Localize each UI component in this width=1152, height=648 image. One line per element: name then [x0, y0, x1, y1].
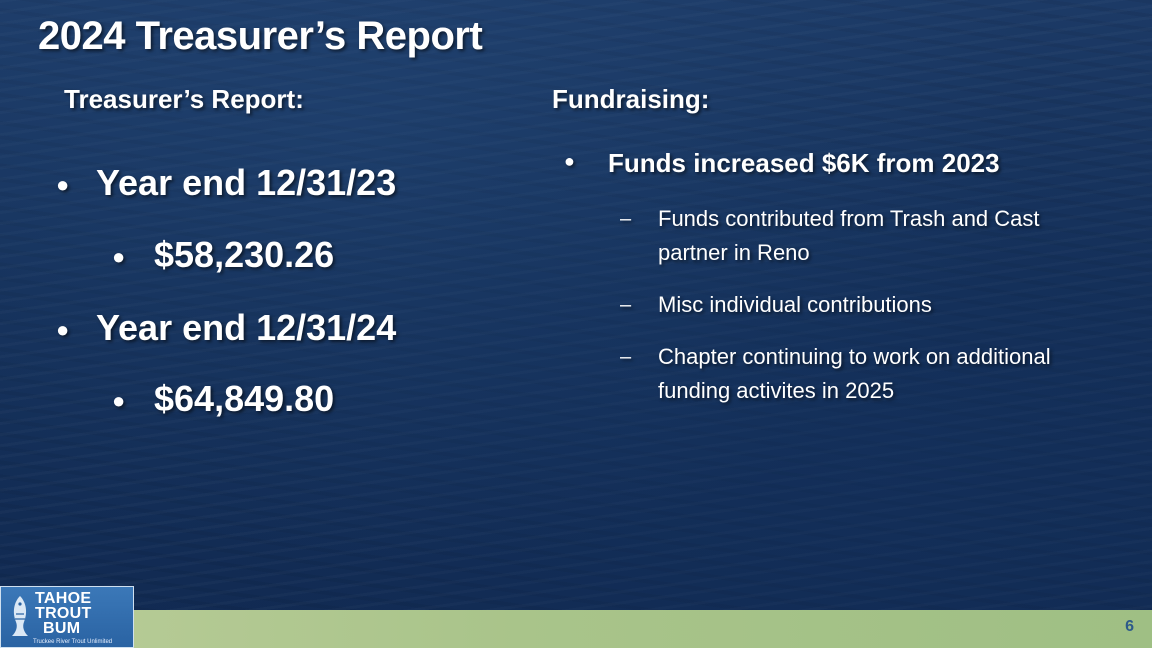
- fundraising-subitem: – Misc individual contributions: [620, 288, 1088, 322]
- trout-icon: [12, 596, 28, 636]
- logo-tagline: Truckee River Trout Unlimited: [33, 639, 113, 645]
- fundraising-subitem: – Funds contributed from Trash and Cast …: [620, 202, 1088, 270]
- fundraising-subitem: – Chapter continuing to work on addition…: [620, 340, 1088, 408]
- logo-text-line3: BUM: [43, 620, 81, 637]
- bullet-icon: ●: [56, 317, 70, 342]
- year-end-2024-amount-item: ● $64,849.80: [112, 378, 335, 420]
- logo-text-line2: TROUT: [35, 605, 92, 622]
- dash-bullet-icon: –: [620, 346, 632, 368]
- logo-text-line1: TAHOE: [35, 590, 92, 607]
- fundraising-subitem-text: Chapter continuing to work on additional…: [658, 344, 1051, 403]
- year-end-2023-label: Year end 12/31/23: [96, 162, 397, 203]
- fundraising-subitem-text: Funds contributed from Trash and Cast pa…: [658, 206, 1040, 265]
- fundraising-subitem-text: Misc individual contributions: [658, 292, 932, 317]
- footer-band: [0, 610, 1152, 648]
- year-end-2024-label: Year end 12/31/24: [96, 307, 397, 348]
- year-end-2024-item: ● Year end 12/31/24: [56, 307, 397, 349]
- year-end-2023-amount-item: ● $58,230.26: [112, 234, 335, 276]
- treasurer-report-heading: Treasurer’s Report:: [64, 84, 304, 114]
- bullet-icon: ●: [112, 244, 126, 269]
- funds-increased-text: Funds increased $6K from 2023: [608, 148, 1000, 178]
- bullet-icon: ●: [56, 172, 70, 197]
- dash-bullet-icon: –: [620, 294, 632, 316]
- page-number: 6: [1125, 618, 1134, 635]
- bullet-icon: ●: [564, 151, 575, 171]
- bullet-icon: ●: [112, 388, 126, 413]
- year-end-2024-amount: $64,849.80: [154, 378, 335, 419]
- year-end-2023-amount: $58,230.26: [154, 234, 335, 275]
- year-end-2023-item: ● Year end 12/31/23: [56, 162, 397, 204]
- tahoe-trout-bum-logo: TAHOE TROUT BUM Truckee River Trout Unli…: [0, 586, 134, 648]
- dash-bullet-icon: –: [620, 208, 632, 230]
- fundraising-heading: Fundraising:: [552, 84, 710, 114]
- slide-title: 2024 Treasurer’s Report: [38, 14, 483, 58]
- funds-increased-item: ● Funds increased $6K from 2023: [564, 148, 1000, 179]
